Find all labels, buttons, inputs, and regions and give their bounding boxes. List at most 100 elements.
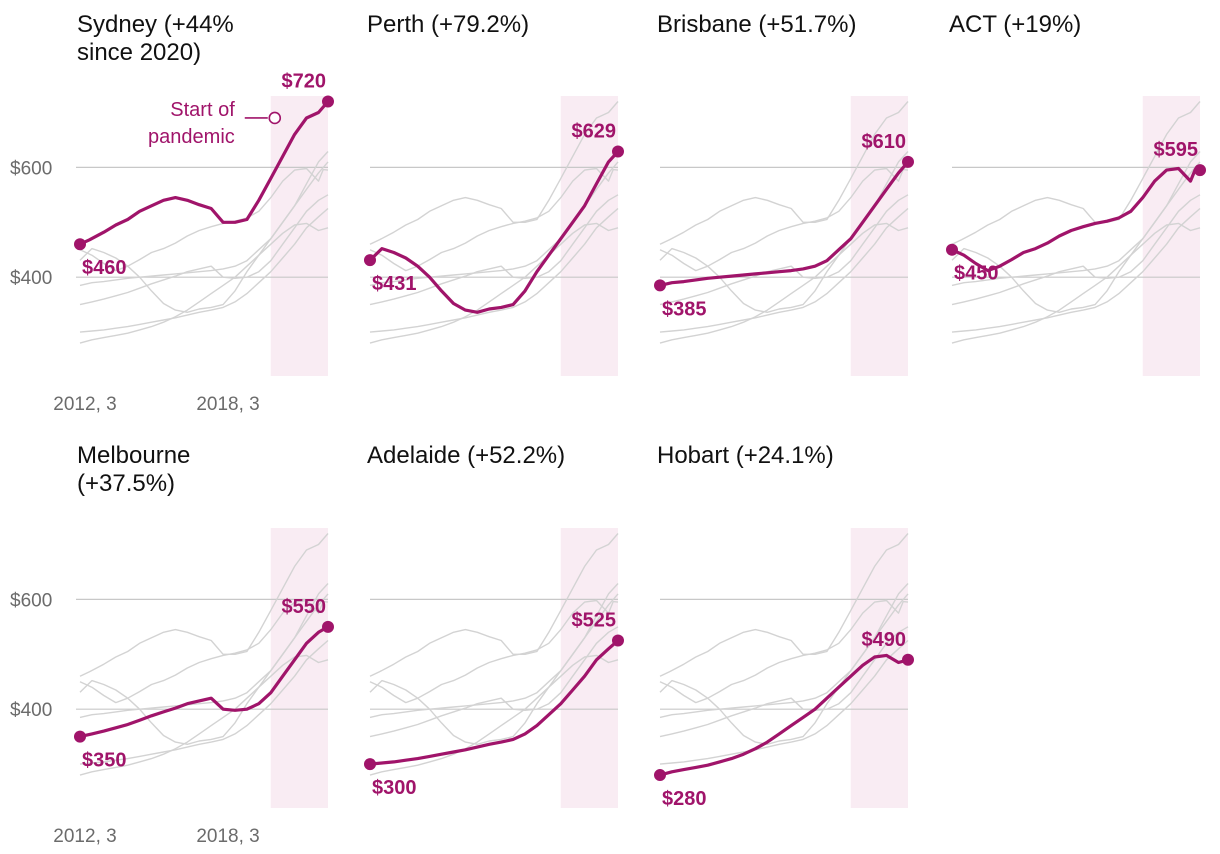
- context-line-act: [79, 167, 329, 272]
- context-line-melbourne: [369, 194, 619, 306]
- x-tick-label: 2018, 3: [196, 394, 259, 415]
- context-line-adelaide: [79, 207, 329, 333]
- context-line-hobart: [79, 654, 329, 776]
- y-tick-label: $400: [10, 268, 52, 289]
- start-value-label: $385: [662, 298, 707, 320]
- start-point: [364, 758, 376, 771]
- context-line-act: [79, 599, 329, 704]
- x-tick-label: 2018, 3: [196, 826, 259, 847]
- series-line-sydney: [78, 99, 330, 246]
- annotation-line: pandemic: [148, 126, 235, 148]
- context-line-adelaide: [659, 639, 909, 765]
- x-tick-label: 2012, 3: [53, 394, 116, 415]
- panel-title: Brisbane (+51.7%): [657, 11, 856, 38]
- panel-title: Melbourne (+37.5%): [77, 442, 190, 497]
- panel-title-line: Perth (+79.2%): [367, 11, 529, 38]
- context-line-brisbane: [951, 161, 1201, 287]
- context-line-melbourne: [951, 194, 1201, 306]
- annotation-line: Start of: [170, 99, 235, 121]
- start-point: [946, 243, 958, 256]
- x-tick-label: 2012, 3: [53, 826, 116, 847]
- context-line-hobart: [369, 222, 619, 344]
- context-line-act: [369, 167, 619, 272]
- panel-brisbane: Brisbane (+51.7%) $385 $610: [654, 11, 914, 376]
- start-point: [654, 279, 666, 292]
- start-value-label: $350: [82, 750, 127, 772]
- series-line-adelaide: [368, 638, 620, 766]
- pandemic-annotation: Start of pandemic: [148, 99, 235, 148]
- panel-title: Sydney (+44% since 2020): [77, 11, 234, 66]
- context-line-melbourne: [659, 194, 909, 306]
- context-line-sydney: [659, 101, 909, 245]
- start-point: [74, 730, 86, 743]
- context-line-sydney: [951, 101, 1201, 245]
- end-value-label: $525: [572, 610, 617, 632]
- panel-title-line: ACT (+19%): [949, 11, 1081, 38]
- context-line-brisbane: [659, 593, 909, 719]
- context-line-hobart: [79, 222, 329, 344]
- context-line-adelaide: [369, 207, 619, 333]
- context-line-melbourne: [659, 626, 909, 738]
- context-line-melbourne: [79, 194, 329, 306]
- start-point: [74, 238, 86, 251]
- end-value-label: $610: [862, 131, 907, 153]
- panel-title-line: Hobart (+24.1%): [657, 442, 834, 469]
- context-line-sydney: [369, 101, 619, 245]
- end-point: [612, 634, 624, 647]
- panel-hobart: Hobart (+24.1%) $280 $490: [654, 442, 914, 810]
- context-line-brisbane: [369, 593, 619, 719]
- context-line-adelaide: [951, 207, 1201, 333]
- context-line-hobart: [659, 222, 909, 344]
- context-line-sydney: [369, 533, 619, 677]
- context-line-brisbane: [79, 593, 329, 719]
- panel-title: ACT (+19%): [949, 11, 1081, 38]
- start-point: [364, 254, 376, 267]
- end-point: [612, 145, 624, 158]
- y-tick-label: $600: [10, 158, 52, 179]
- series-line-act: [950, 166, 1202, 273]
- end-point: [902, 653, 914, 666]
- end-point: [1194, 164, 1206, 177]
- start-value-label: $280: [662, 788, 707, 810]
- end-point: [902, 155, 914, 168]
- series-line-perth: [368, 149, 620, 314]
- panel-act: ACT (+19%) $450 $595: [946, 11, 1206, 376]
- panel-title: Adelaide (+52.2%): [367, 442, 565, 469]
- start-value-label: $431: [372, 273, 417, 295]
- panel-title-line: Sydney (+44%: [77, 11, 234, 38]
- annotation-marker: [268, 111, 282, 125]
- series-line-hobart: [658, 653, 910, 777]
- panel-title-line: (+37.5%): [77, 470, 175, 497]
- start-point: [654, 769, 666, 782]
- context-line-sydney: [659, 533, 909, 677]
- context-line-melbourne: [369, 626, 619, 738]
- end-point: [322, 620, 334, 633]
- end-value-label: $629: [572, 120, 617, 142]
- start-value-label: $300: [372, 777, 417, 799]
- end-value-label: $595: [1154, 139, 1199, 161]
- series-line-melbourne: [78, 625, 330, 739]
- panel-title-line: Brisbane (+51.7%): [657, 11, 856, 38]
- context-line-brisbane: [79, 161, 329, 287]
- panel-title-line: Melbourne: [77, 442, 190, 469]
- context-line-act: [659, 167, 909, 272]
- panel-title: Hobart (+24.1%): [657, 442, 834, 469]
- end-value-label: $720: [282, 70, 327, 92]
- panel-perth: Perth (+79.2%) $431 $629: [364, 11, 624, 376]
- start-value-label: $460: [82, 257, 127, 279]
- panel-sydney: Sydney (+44% since 2020) $400 $600 $460 $720 2…: [10, 11, 334, 415]
- end-point: [322, 95, 334, 108]
- context-line-act: [369, 599, 619, 704]
- context-line-hobart: [951, 222, 1201, 344]
- context-line-hobart: [369, 654, 619, 776]
- context-line-act: [659, 599, 909, 704]
- context-line-sydney: [79, 533, 329, 677]
- panel-title: Perth (+79.2%): [367, 11, 529, 38]
- start-value-label: $450: [954, 263, 999, 285]
- context-line-adelaide: [659, 207, 909, 333]
- panel-melbourne: Melbourne (+37.5%) $400 $600 $350 $550 2012, 3…: [10, 442, 334, 847]
- panel-title-line: since 2020): [77, 39, 201, 66]
- panel-title-line: Adelaide (+52.2%): [367, 442, 565, 469]
- end-value-label: $490: [862, 629, 907, 651]
